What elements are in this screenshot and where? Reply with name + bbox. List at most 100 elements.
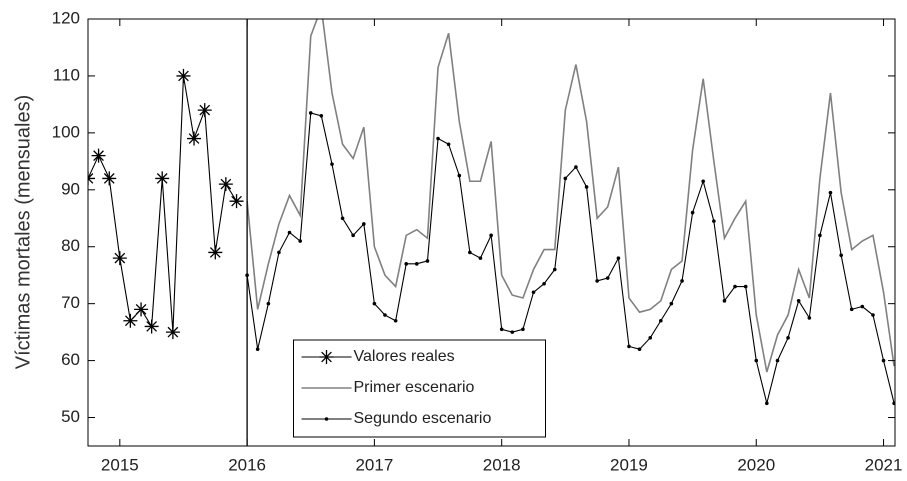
plot-area — [88, 19, 895, 406]
dot-marker — [255, 347, 260, 352]
asterisk-marker — [155, 171, 170, 186]
y-tick-label: 50 — [61, 407, 80, 426]
legend-label: Primer escenario — [354, 379, 475, 396]
x-tick-label: 2020 — [737, 455, 775, 474]
dot-marker — [712, 219, 716, 223]
dot-marker — [287, 230, 292, 235]
dot-marker — [754, 358, 759, 363]
dot-marker — [298, 239, 302, 243]
dot-marker — [818, 233, 822, 238]
asterisk-marker — [134, 302, 149, 317]
dot-marker — [425, 259, 430, 263]
asterisk-marker — [144, 319, 159, 334]
dot-marker — [362, 222, 366, 226]
dot-marker — [531, 290, 536, 295]
asterisk-marker — [229, 194, 244, 209]
dot-marker — [584, 185, 589, 189]
dot-marker — [468, 250, 472, 255]
dot-marker — [414, 262, 419, 266]
dot-marker — [881, 358, 886, 363]
x-tick-label: 2018 — [483, 455, 521, 474]
dot-marker — [701, 179, 705, 184]
dot-marker — [489, 233, 493, 238]
asterisk-marker — [187, 131, 202, 146]
dot-marker — [637, 347, 642, 352]
dot-marker — [563, 176, 568, 181]
dot-marker — [521, 327, 525, 332]
asterisk-marker — [91, 148, 106, 163]
dot-marker — [277, 250, 281, 255]
dot-marker — [680, 279, 684, 283]
dot-marker — [446, 142, 451, 147]
asterisk-marker — [208, 245, 223, 260]
dot-marker — [308, 111, 313, 115]
dot-marker — [542, 281, 546, 286]
dot-marker — [871, 313, 875, 317]
dot-marker — [457, 173, 462, 178]
y-tick-label: 80 — [61, 236, 80, 255]
dot-marker — [839, 253, 843, 258]
asterisk-marker — [197, 103, 212, 118]
dot-marker — [765, 401, 769, 406]
dot-marker — [319, 113, 324, 118]
dot-marker — [499, 327, 504, 332]
dot-marker — [796, 299, 801, 303]
dot-marker — [786, 336, 790, 340]
y-tick-label: 100 — [52, 122, 80, 141]
dot-marker — [574, 165, 578, 169]
dot-marker — [383, 313, 387, 317]
asterisk-marker — [218, 177, 233, 192]
x-tick-label: 2019 — [610, 455, 648, 474]
dot-marker — [849, 307, 854, 312]
dot-marker — [330, 162, 334, 166]
dot-marker — [807, 316, 812, 320]
dot-marker — [828, 190, 833, 195]
y-tick-label: 90 — [61, 179, 80, 198]
dot-marker — [372, 301, 377, 306]
dot-marker — [669, 301, 674, 306]
asterisk-marker — [102, 171, 117, 186]
x-tick-label: 2016 — [228, 455, 266, 474]
x-tick-label: 2017 — [355, 455, 393, 474]
asterisk-marker — [319, 350, 334, 364]
dot-marker — [722, 299, 727, 303]
x-tick-label: 2021 — [865, 455, 903, 474]
y-tick-label: 110 — [53, 65, 80, 84]
dot-marker — [436, 136, 440, 141]
asterisk-marker — [112, 251, 127, 266]
dot-marker — [860, 304, 865, 309]
x-tick-label: 2015 — [101, 455, 139, 474]
y-tick-label: 60 — [61, 350, 80, 369]
legend-label: Valores reales — [354, 348, 455, 365]
dot-marker — [892, 401, 895, 406]
dot-marker — [743, 284, 748, 289]
dot-marker — [648, 336, 653, 340]
dot-marker — [605, 276, 610, 280]
dot-marker — [478, 256, 483, 260]
axes-box — [87, 18, 896, 447]
legend-label: Segundo escenario — [354, 410, 492, 427]
dot-marker — [775, 358, 780, 363]
dot-marker — [404, 262, 409, 266]
series-line — [246, 112, 895, 404]
asterisk-marker — [123, 313, 138, 328]
asterisk-marker — [165, 325, 180, 340]
dot-marker — [616, 256, 621, 260]
series-line — [246, 19, 895, 373]
dot-marker — [733, 284, 737, 289]
dot-marker — [658, 318, 663, 323]
dot-marker — [690, 210, 695, 215]
dot-marker — [627, 344, 631, 349]
dot-marker — [510, 330, 515, 334]
dot-marker — [340, 216, 345, 221]
dot-marker — [595, 279, 599, 283]
y-tick-label: 120 — [52, 8, 80, 27]
dot-marker — [266, 301, 271, 306]
dot-marker — [324, 417, 329, 421]
dot-marker — [351, 233, 355, 238]
y-tick-label: 70 — [61, 293, 80, 312]
dot-marker — [552, 267, 557, 272]
y-axis-label: Víctimas mortales (mensuales) — [12, 95, 34, 370]
dot-marker — [393, 318, 398, 323]
